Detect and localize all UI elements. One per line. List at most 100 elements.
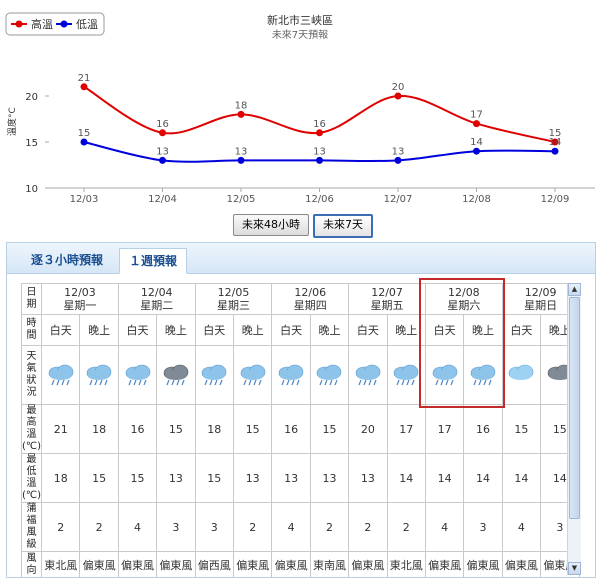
period-cell: 晚上 (464, 315, 502, 346)
day-date: 12/04 (119, 286, 195, 299)
wind_level-cell: 4 (118, 503, 156, 552)
period-cell: 晚上 (157, 315, 195, 346)
wind_level-cell: 2 (349, 503, 387, 552)
y-axis-label: 溫度°C (6, 107, 18, 136)
data-point (316, 157, 323, 164)
row-label-high: 最高溫(℃) (22, 405, 42, 454)
low-cell: 15 (195, 454, 233, 503)
data-label: 14 (470, 137, 483, 148)
weather-icon-cell (80, 346, 118, 405)
period-cell: 白天 (272, 315, 310, 346)
wind_level-cell: 4 (502, 503, 540, 552)
high-cell: 18 (195, 405, 233, 454)
rain-cloud-icon (314, 362, 344, 386)
low-cell: 13 (349, 454, 387, 503)
wind_level-cell: 2 (310, 503, 348, 552)
rain-cloud-icon (468, 362, 498, 386)
low-cell: 13 (272, 454, 310, 503)
rain-cloud-icon (123, 362, 153, 386)
row-label-wind_level: 蒲福風級 (22, 503, 42, 552)
row-label-low: 最低溫(℃) (22, 454, 42, 503)
data-point (473, 120, 480, 127)
wind_dir-cell: 偏東風 (80, 552, 118, 578)
wind_dir-cell: 偏東風 (118, 552, 156, 578)
weather-icon-cell (502, 346, 540, 405)
rain-cloud-icon (391, 362, 421, 386)
data-point (552, 148, 559, 155)
wind_level-cell: 2 (234, 503, 272, 552)
data-label: 15 (78, 128, 91, 139)
high-cell: 20 (349, 405, 387, 454)
next-48h-button[interactable]: 未來48小時 (233, 214, 309, 236)
y-tick-label: 15 (25, 138, 38, 149)
scroll-up-arrow[interactable]: ▲ (568, 283, 581, 296)
scroll-down-arrow[interactable]: ▼ (568, 562, 581, 575)
wind_level-cell: 2 (42, 503, 80, 552)
x-tick-label: 12/05 (227, 194, 256, 205)
rain-cloud-icon (199, 362, 229, 386)
row-label-period: 時間 (22, 315, 42, 346)
data-point (395, 157, 402, 164)
wind_dir-cell: 偏東風 (157, 552, 195, 578)
data-point (238, 111, 245, 118)
weather-icon-cell (387, 346, 425, 405)
wind_level-cell: 4 (425, 503, 463, 552)
scroll-thumb[interactable] (569, 297, 580, 519)
low-cell: 14 (425, 454, 463, 503)
wind_dir-cell: 偏東風 (464, 552, 502, 578)
period-cell: 白天 (195, 315, 233, 346)
vertical-scrollbar[interactable]: ▲ ▼ (567, 283, 581, 575)
rain-cloud-icon (46, 362, 76, 386)
high-cell: 15 (310, 405, 348, 454)
weather-icon-cell (195, 346, 233, 405)
period-cell: 白天 (349, 315, 387, 346)
high-cell: 15 (234, 405, 272, 454)
next-7days-button[interactable]: 未來7天 (313, 214, 373, 238)
low-cell: 15 (80, 454, 118, 503)
day-weekday: 星期六 (426, 299, 502, 312)
tab-3hour[interactable]: 逐３小時預報 (15, 248, 119, 272)
x-tick-label: 12/09 (541, 194, 570, 205)
wind_dir-cell: 偏東風 (272, 552, 310, 578)
low-cell: 14 (502, 454, 540, 503)
wind_dir-cell: 偏東風 (425, 552, 463, 578)
weather-icon-cell (234, 346, 272, 405)
data-label: 17 (470, 110, 483, 121)
rain-cloud-icon (238, 362, 268, 386)
wind_dir-cell: 東北風 (42, 552, 80, 578)
period-cell: 晚上 (310, 315, 348, 346)
wind_level-cell: 2 (387, 503, 425, 552)
wind_dir-cell: 偏東風 (349, 552, 387, 578)
legend-high: 高溫 (31, 17, 53, 31)
wind_level-cell: 3 (157, 503, 195, 552)
tab-weekly[interactable]: １週預報 (119, 248, 187, 274)
day-date: 12/07 (349, 286, 425, 299)
day-weekday: 星期三 (196, 299, 272, 312)
data-point (81, 83, 88, 90)
high-cell: 16 (272, 405, 310, 454)
rain-cloud-icon (84, 362, 114, 386)
wind_level-cell: 4 (272, 503, 310, 552)
data-label: 18 (235, 100, 248, 111)
data-label: 13 (235, 146, 248, 157)
high-cell: 18 (80, 405, 118, 454)
low-cell: 14 (387, 454, 425, 503)
weather-icon-cell (157, 346, 195, 405)
x-tick-label: 12/07 (384, 194, 413, 205)
data-point (238, 157, 245, 164)
day-date: 12/06 (272, 286, 348, 299)
wind_dir-cell: 東南風 (310, 552, 348, 578)
wind_dir-cell: 偏東風 (234, 552, 272, 578)
wind_level-cell: 3 (195, 503, 233, 552)
day-date: 12/08 (426, 286, 502, 299)
data-label: 20 (392, 82, 405, 93)
day-weekday: 星期一 (42, 299, 118, 312)
view-switch: 未來48小時 未來7天 (0, 212, 600, 238)
